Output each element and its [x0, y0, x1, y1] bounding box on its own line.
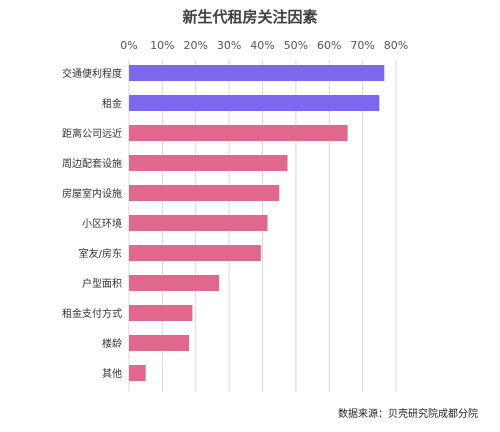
x-tick-label: 80% — [384, 39, 408, 52]
x-tick-label: 60% — [317, 39, 341, 52]
bar — [129, 215, 268, 231]
bar — [129, 185, 280, 201]
bar — [129, 65, 385, 81]
x-tick-label: 0% — [120, 39, 137, 52]
category-label: 室友/房东 — [79, 247, 122, 260]
category-label: 周边配套设施 — [62, 157, 122, 170]
bar — [129, 95, 380, 111]
x-tick-label: 40% — [250, 39, 274, 52]
x-tick-label: 70% — [350, 39, 374, 52]
bar — [129, 305, 193, 321]
x-tick-label: 20% — [184, 39, 208, 52]
category-label: 小区环境 — [82, 217, 122, 230]
category-label: 楼龄 — [102, 337, 122, 350]
bar — [129, 245, 261, 261]
bar — [129, 125, 348, 141]
bar — [129, 155, 288, 171]
category-label: 租金 — [102, 97, 122, 110]
category-label: 房屋室内设施 — [62, 187, 122, 200]
x-tick-label: 10% — [150, 39, 174, 52]
category-label: 交通便利程度 — [62, 67, 122, 80]
x-tick-label: 50% — [284, 39, 308, 52]
category-label: 租金支付方式 — [62, 307, 122, 320]
bar — [129, 365, 146, 381]
chart-title: 新生代租房关注因素 — [182, 8, 318, 26]
category-label: 其他 — [102, 367, 122, 380]
bar — [129, 275, 220, 291]
data-source-note: 数据来源：贝壳研究院成都分院 — [338, 409, 478, 420]
x-tick-label: 30% — [217, 39, 241, 52]
category-label: 户型面积 — [82, 277, 122, 290]
bar — [129, 335, 190, 351]
category-label: 距离公司远近 — [62, 127, 122, 140]
